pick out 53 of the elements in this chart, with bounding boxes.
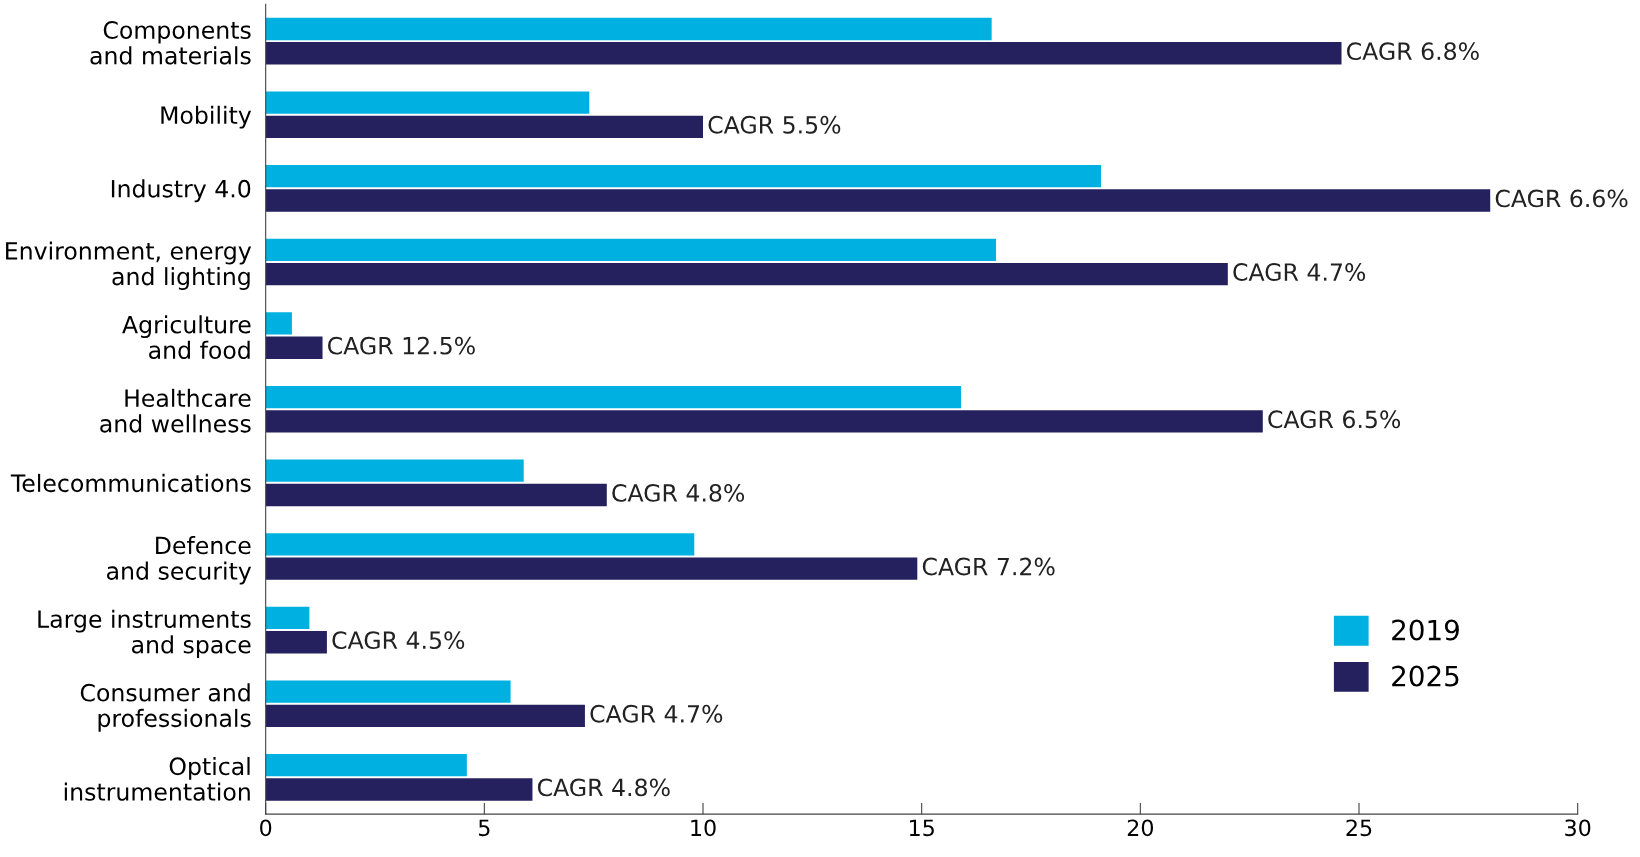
bar: [265, 606, 310, 630]
data-label: CAGR 6.8%: [1347, 42, 1479, 61]
data-label: CAGR 12.5%: [328, 336, 475, 355]
bar: [265, 754, 467, 777]
bar: [265, 704, 585, 728]
data-label: CAGR 4.7%: [590, 704, 723, 723]
y-tick-label: Components and materials: [90, 21, 251, 65]
y-tick-label: Telecommunications: [10, 473, 251, 493]
data-label: CAGR 5.5%: [708, 115, 841, 134]
data-label: CAGR 4.5%: [332, 631, 465, 650]
x-tick-label: 15: [909, 819, 934, 837]
bar: [265, 459, 524, 482]
bar: [265, 336, 323, 359]
legend-label: 2025: [1392, 665, 1459, 687]
bar: [265, 115, 704, 139]
data-label: CAGR 4.8%: [537, 778, 670, 797]
data-label: CAGR 4.7%: [1233, 263, 1366, 281]
legend-label: 2019: [1392, 619, 1459, 641]
bar: [265, 778, 533, 801]
data-label: CAGR 7.2%: [922, 557, 1055, 576]
bar: [265, 17, 992, 41]
data-label: CAGR 4.8%: [612, 483, 745, 502]
data-label: CAGR 6.5%: [1268, 410, 1401, 429]
bar: [265, 631, 327, 654]
y-tick-label: Defence and security: [107, 536, 252, 585]
y-tick-label: Agriculture and food: [122, 315, 251, 360]
y-tick-label: Industry 4.0: [111, 179, 251, 203]
y-tick-label: Healthcare and wellness: [100, 388, 251, 433]
y-tick-label: Environment, energy and lighting: [6, 241, 252, 290]
x-tick-label: 20: [1127, 819, 1154, 837]
data-label: CAGR 6.6%: [1495, 189, 1628, 208]
bar: [265, 557, 918, 580]
bar: [265, 483, 607, 507]
bar: [265, 680, 511, 703]
bar: [265, 410, 1263, 433]
y-tick-label: Mobility: [161, 105, 252, 129]
x-tick-label: 30: [1565, 819, 1591, 837]
y-tick-label: Consumer and professionals: [80, 683, 251, 732]
bar: [265, 312, 292, 335]
x-tick-label: 25: [1346, 819, 1372, 837]
y-tick-label: Large instruments and space: [38, 609, 251, 659]
x-tick-label: 10: [691, 819, 716, 837]
bar: [265, 262, 1228, 286]
bar: [265, 189, 1491, 212]
x-tick-label: 0: [260, 819, 272, 837]
bar: [265, 533, 695, 556]
bar: [265, 42, 1342, 65]
bar: [265, 91, 590, 114]
bar: [265, 238, 997, 261]
bar: [265, 165, 1101, 188]
y-tick-label: Optical instrumentation: [64, 756, 250, 801]
bar: [265, 385, 962, 409]
x-tick-label: 5: [478, 819, 490, 837]
